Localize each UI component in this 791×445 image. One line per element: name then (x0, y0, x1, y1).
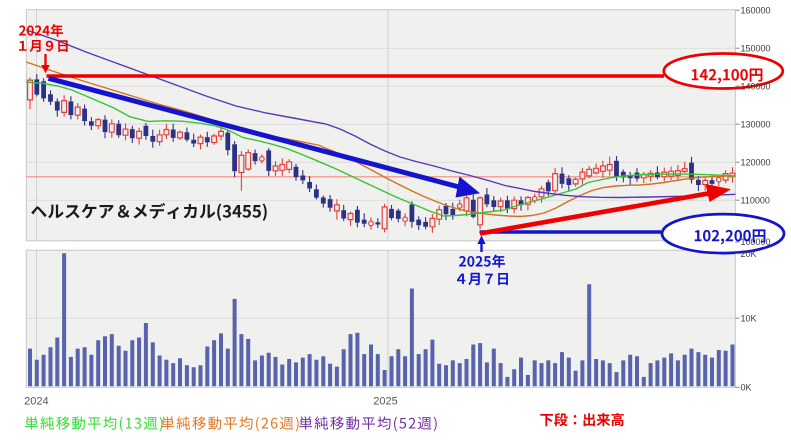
svg-text:150000: 150000 (741, 43, 771, 53)
svg-text:0K: 0K (741, 383, 752, 393)
svg-text:10K: 10K (741, 313, 757, 323)
svg-text:160000: 160000 (741, 5, 771, 15)
svg-text:2024: 2024 (24, 396, 48, 408)
svg-text:20K: 20K (741, 249, 757, 259)
svg-text:100000: 100000 (741, 237, 771, 247)
svg-text:110000: 110000 (741, 195, 770, 205)
svg-text:2025: 2025 (373, 396, 397, 408)
svg-text:120000: 120000 (741, 157, 771, 167)
svg-text:130000: 130000 (741, 119, 771, 129)
svg-text:140000: 140000 (741, 81, 771, 91)
